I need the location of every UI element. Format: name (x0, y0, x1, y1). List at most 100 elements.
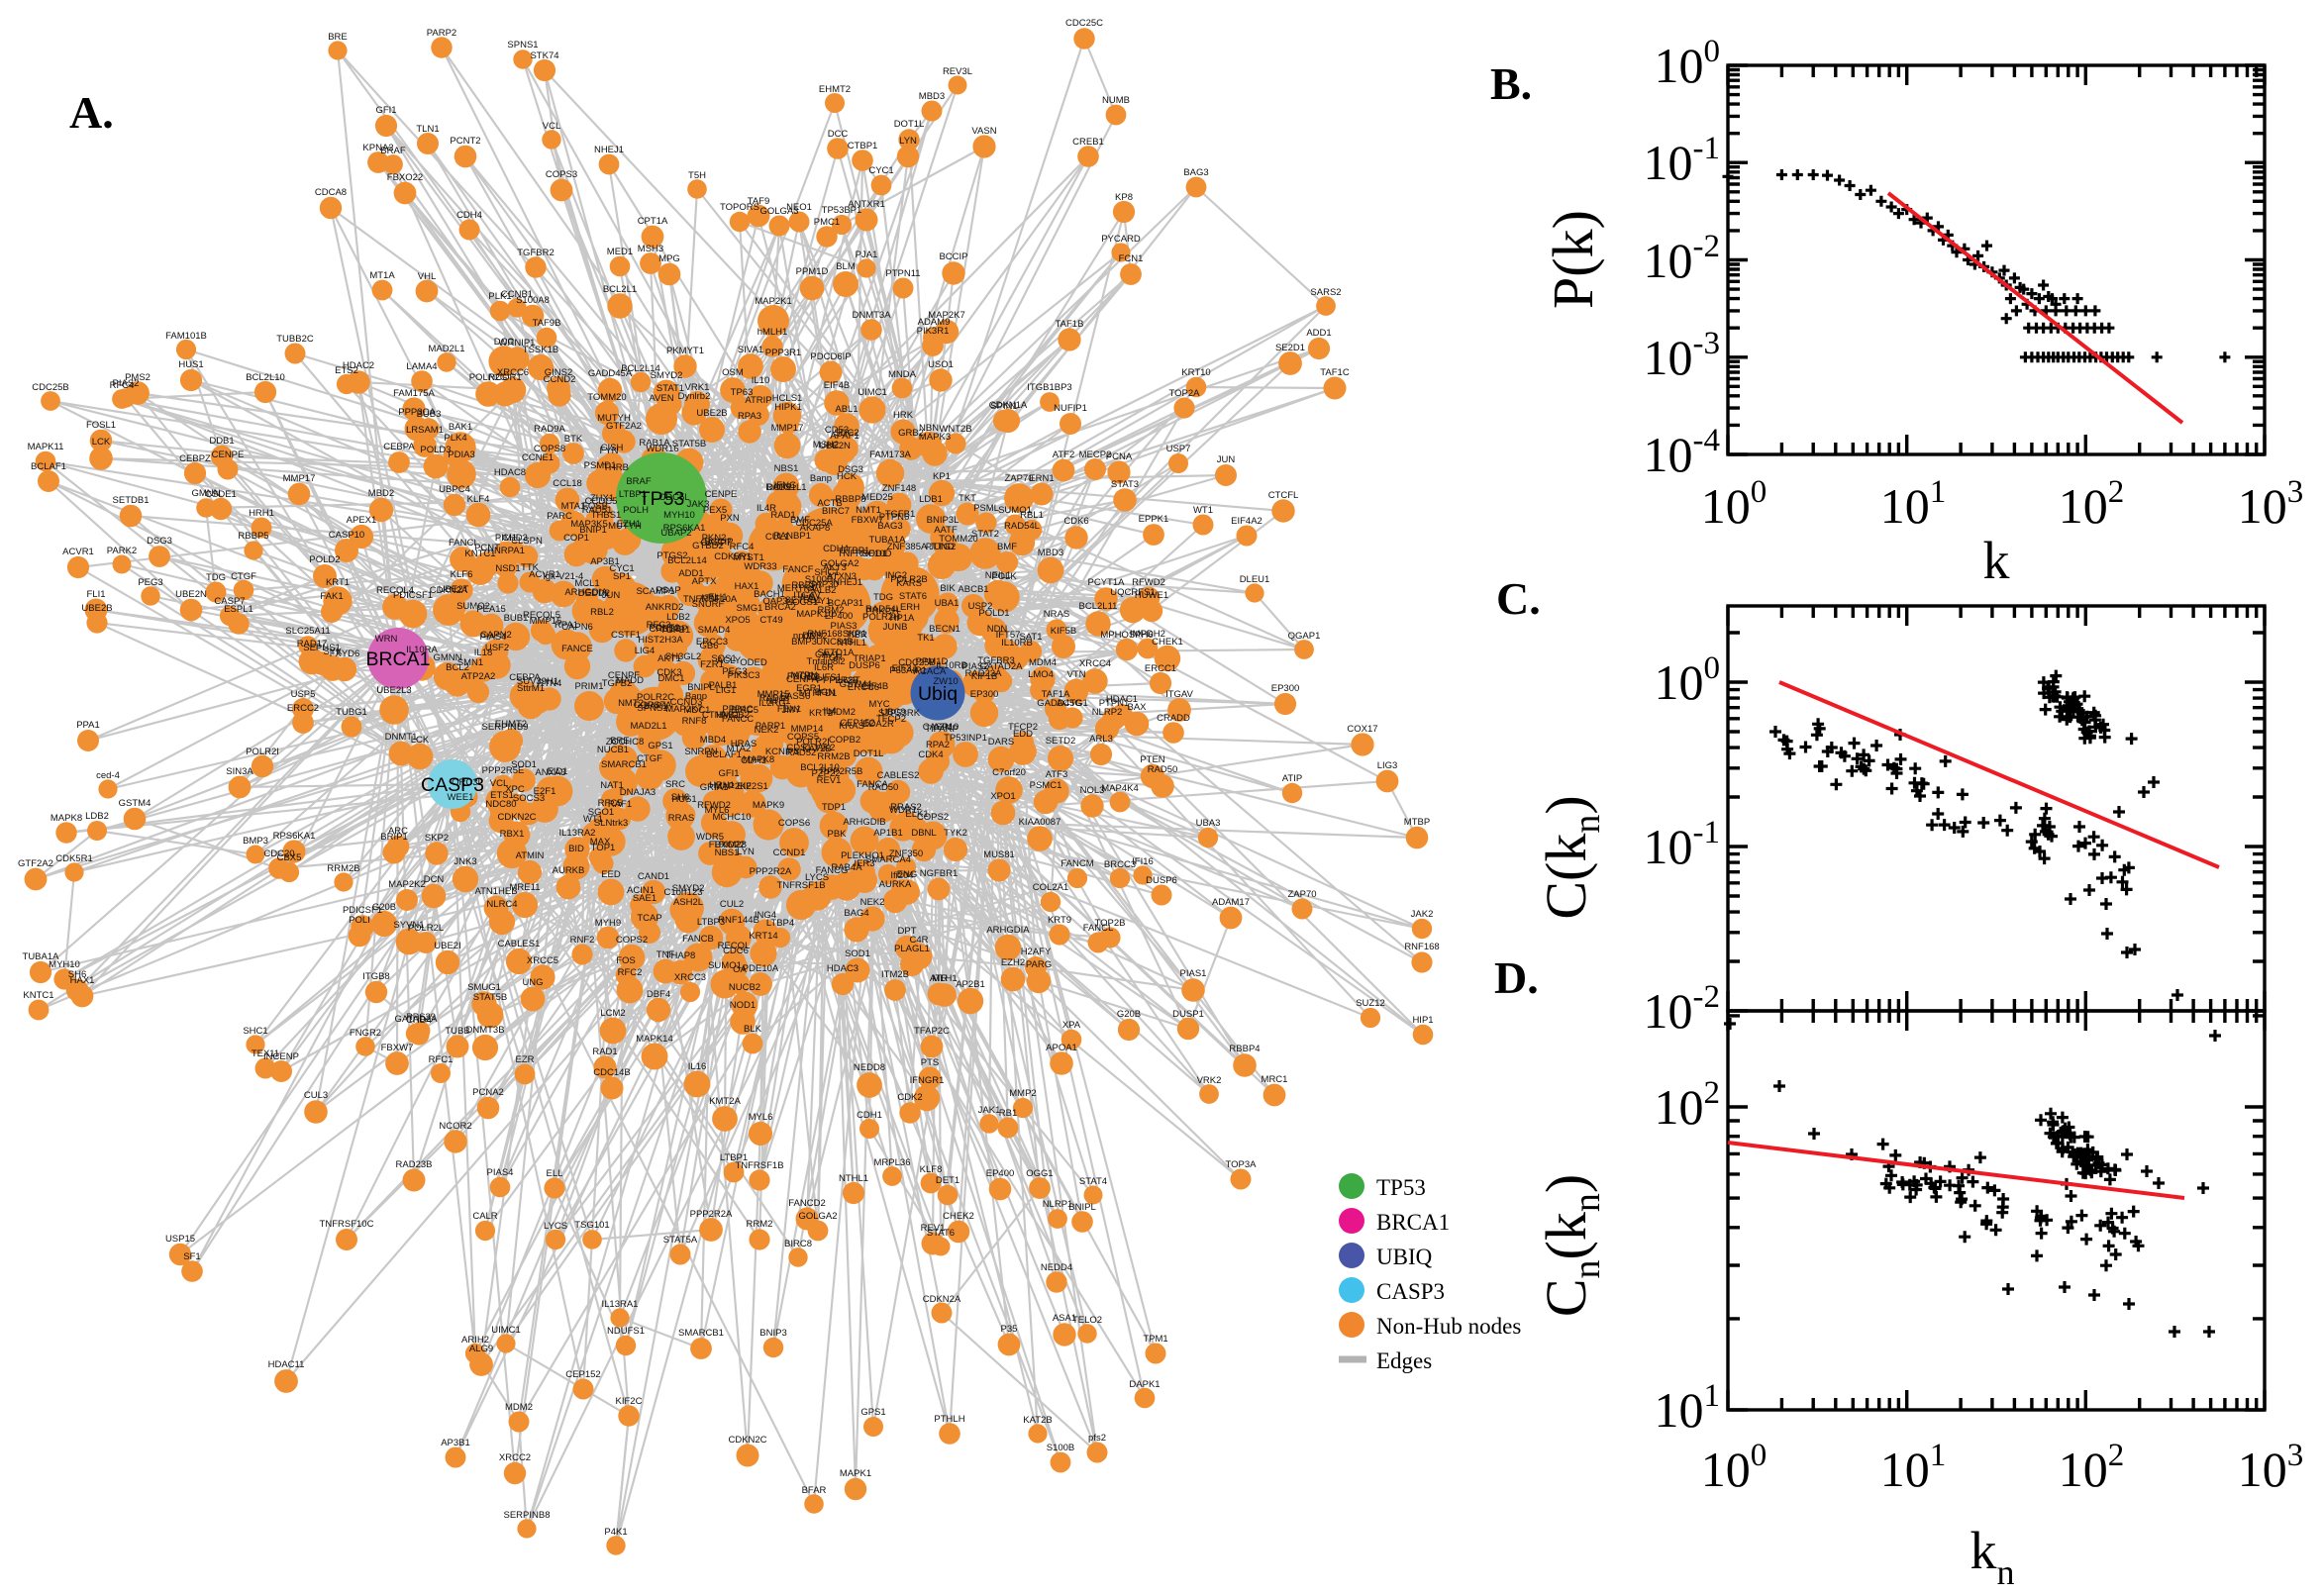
svg-text:DNAJA3: DNAJA3 (620, 787, 656, 798)
svg-text:PCNA: PCNA (1106, 451, 1133, 462)
svg-text:103: 103 (2238, 474, 2304, 534)
svg-text:KPNA2: KPNA2 (362, 143, 393, 153)
svg-text:IL13RA1: IL13RA1 (602, 1299, 639, 1310)
svg-text:TUBA1A: TUBA1A (869, 535, 907, 546)
svg-text:PEG3: PEG3 (138, 577, 162, 588)
svg-text:DUSP1: DUSP1 (1172, 1009, 1204, 1020)
svg-text:FNGR2: FNGR2 (787, 671, 819, 682)
svg-text:BIRC8: BIRC8 (784, 1239, 812, 1249)
svg-text:PSMC1: PSMC1 (1030, 780, 1062, 791)
svg-text:DMC1: DMC1 (658, 673, 685, 684)
svg-text:KP8: KP8 (1115, 192, 1133, 203)
svg-text:NSD1: NSD1 (495, 563, 520, 574)
svg-text:POLK: POLK (991, 571, 1017, 582)
svg-text:LYN: LYN (899, 136, 917, 147)
svg-text:PDICSF1: PDICSF1 (393, 590, 433, 601)
svg-text:BIRC7: BIRC7 (822, 506, 850, 517)
svg-text:COPS5: COPS5 (787, 732, 819, 743)
svg-text:KRT10: KRT10 (1181, 367, 1210, 378)
svg-text:CDC25A: CDC25A (795, 518, 833, 529)
svg-text:HUWE1: HUWE1 (1135, 590, 1168, 601)
svg-text:CAND1: CAND1 (638, 871, 669, 882)
svg-text:CDH1: CDH1 (857, 1110, 882, 1121)
svg-text:ATIP: ATIP (1282, 773, 1302, 784)
svg-text:TNFRSF1B: TNFRSF1B (735, 1160, 783, 1171)
svg-text:TGFBR3: TGFBR3 (977, 655, 1014, 666)
svg-text:RRM2: RRM2 (747, 1219, 773, 1230)
svg-text:CTNNB1: CTNNB1 (702, 710, 740, 721)
svg-text:CDC25B: CDC25B (898, 657, 936, 668)
svg-text:PLK1: PLK1 (488, 291, 511, 302)
svg-text:MTA1: MTA1 (561, 501, 586, 512)
svg-text:GSTM4: GSTM4 (840, 679, 872, 690)
svg-text:TP53INP1: TP53INP1 (944, 733, 987, 744)
svg-text:SKP2: SKP2 (425, 833, 449, 844)
svg-text:OA: OA (733, 964, 747, 975)
svg-text:ADD1: ADD1 (678, 568, 703, 579)
svg-text:CDH3: CDH3 (741, 755, 766, 766)
svg-text:RAD1: RAD1 (770, 510, 795, 521)
svg-text:SOCS1: SOCS1 (786, 597, 818, 608)
svg-text:PIAS1: PIAS1 (1180, 968, 1207, 979)
svg-text:RBL2: RBL2 (590, 607, 614, 618)
svg-text:IMPDH2: IMPDH2 (1130, 629, 1165, 640)
svg-text:PMS2: PMS2 (125, 372, 151, 383)
svg-text:SPIN1: SPIN1 (990, 401, 1017, 412)
svg-text:PCNT: PCNT (474, 543, 500, 553)
svg-text:FNGR2: FNGR2 (350, 1028, 381, 1039)
svg-text:BAG3: BAG3 (877, 521, 902, 532)
svg-text:PDCD6IP: PDCD6IP (810, 351, 851, 362)
svg-text:SYK: SYK (323, 647, 343, 657)
svg-text:ABCB1: ABCB1 (958, 584, 988, 595)
svg-text:CEBPA: CEBPA (383, 442, 415, 452)
svg-text:TNFRSF1B: TNFRSF1B (776, 880, 825, 891)
svg-text:PPP2R2B: PPP2R2B (817, 675, 859, 686)
svg-text:SLC25A11: SLC25A11 (285, 626, 330, 637)
svg-text:CAPN2: CAPN2 (480, 630, 512, 641)
svg-text:POLR2C: POLR2C (637, 692, 674, 703)
svg-text:MCHC10: MCHC10 (712, 812, 751, 823)
svg-text:STAT5A: STAT5A (663, 1235, 698, 1246)
svg-text:ced-4: ced-4 (96, 770, 120, 781)
svg-text:EZR: EZR (516, 1054, 535, 1065)
svg-text:SMARCA4: SMARCA4 (865, 854, 911, 865)
svg-text:TOMM20: TOMM20 (587, 392, 626, 403)
svg-text:SMARCB1: SMARCB1 (678, 1328, 724, 1339)
svg-text:SMG1: SMG1 (737, 603, 763, 614)
svg-text:TIPARP: TIPARP (925, 724, 959, 735)
svg-text:WDR16: WDR16 (646, 444, 678, 454)
svg-text:PCYT1A: PCYT1A (1088, 577, 1126, 588)
svg-text:WEE1: WEE1 (448, 792, 474, 803)
svg-text:POLR2I: POLR2I (796, 737, 830, 748)
svg-text:PBK: PBK (827, 829, 847, 840)
svg-text:CSTF1: CSTF1 (611, 630, 641, 641)
svg-text:POLD1: POLD1 (978, 608, 1009, 619)
svg-text:RAD54L: RAD54L (1004, 521, 1040, 532)
svg-text:TOP2A: TOP2A (1169, 388, 1201, 399)
svg-text:RPA2: RPA2 (926, 740, 950, 750)
svg-text:MAP2K2: MAP2K2 (714, 781, 752, 792)
svg-text:CDKN2C: CDKN2C (497, 812, 536, 823)
svg-text:PJA1: PJA1 (856, 249, 878, 260)
svg-text:CENPA: CENPA (786, 674, 819, 685)
svg-text:HAX1: HAX1 (735, 581, 759, 592)
svg-text:HRH1: HRH1 (709, 780, 735, 791)
svg-text:ATR: ATR (930, 973, 948, 984)
svg-text:XRCC4: XRCC4 (1079, 658, 1111, 669)
svg-text:ZCCHC8: ZCCHC8 (606, 737, 645, 748)
svg-text:WT1: WT1 (583, 814, 603, 825)
svg-text:MTA2: MTA2 (727, 744, 752, 754)
svg-text:ARC: ARC (388, 826, 408, 837)
svg-text:NOL3: NOL3 (1080, 785, 1105, 796)
svg-text:TP53: TP53 (1376, 1175, 1426, 1200)
svg-text:SOD1: SOD1 (511, 759, 537, 770)
svg-text:CASP3: CASP3 (421, 774, 484, 796)
svg-text:TSSK1B: TSSK1B (523, 345, 558, 355)
svg-text:EP400: EP400 (825, 611, 854, 622)
svg-text:IL10RB: IL10RB (1001, 638, 1033, 648)
svg-text:ITM2B: ITM2B (881, 969, 909, 980)
svg-text:ATM: ATM (699, 593, 718, 604)
svg-text:RECQL4: RECQL4 (376, 585, 414, 596)
svg-text:DOT1L: DOT1L (894, 119, 925, 130)
svg-text:SAP30: SAP30 (809, 579, 839, 590)
